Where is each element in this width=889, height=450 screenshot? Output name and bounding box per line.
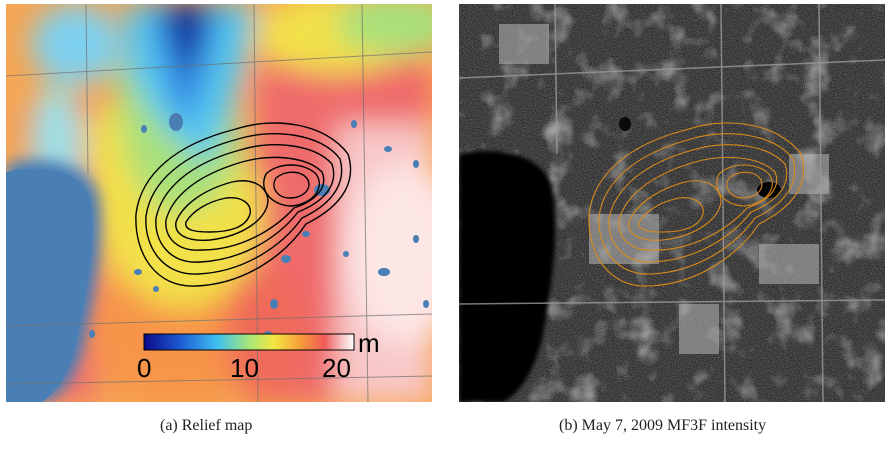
colorbar-tick-20: 20 xyxy=(322,353,351,383)
contour-level xyxy=(145,133,343,275)
contour-level xyxy=(618,156,778,251)
contour-level xyxy=(155,144,335,263)
contour-level xyxy=(263,164,320,207)
contour-level xyxy=(608,144,788,263)
colorbar-tick-0: 0 xyxy=(137,353,151,383)
contour-level xyxy=(185,197,251,233)
contour-level xyxy=(135,122,352,287)
contour-level xyxy=(716,164,773,207)
pond xyxy=(619,117,631,131)
road-grid xyxy=(459,4,885,402)
colorbar-tick-10: 10 xyxy=(230,353,259,383)
caption-intensity: (b) May 7, 2009 MF3F intensity xyxy=(559,417,767,434)
field-patches xyxy=(499,24,829,354)
intensity-figure xyxy=(459,4,885,402)
contour-level xyxy=(165,156,325,251)
contour-lines xyxy=(588,122,805,287)
contour-level xyxy=(638,197,704,233)
contour-level xyxy=(726,171,763,199)
contour-level xyxy=(588,122,805,287)
contour-level xyxy=(175,180,269,241)
relief-map-panel: 0 10 20 m xyxy=(6,4,432,402)
colorbar-unit: m xyxy=(358,328,380,358)
lake xyxy=(459,151,556,402)
contour-level xyxy=(598,133,796,275)
contour-lines xyxy=(135,122,352,287)
intensity-panel xyxy=(459,4,885,402)
caption-relief-map: (a) Relief map xyxy=(160,417,253,434)
contour-level xyxy=(273,171,310,199)
contour-level xyxy=(628,180,722,241)
lake-core xyxy=(6,168,93,402)
colorbar xyxy=(143,333,355,351)
relief-map-figure: 0 10 20 m xyxy=(6,4,432,402)
pond xyxy=(757,182,781,198)
